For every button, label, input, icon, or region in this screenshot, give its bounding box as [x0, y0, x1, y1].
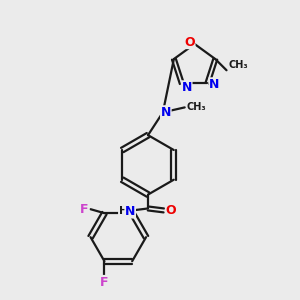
- Text: O: O: [166, 204, 176, 217]
- Text: N: N: [182, 81, 192, 94]
- Text: N: N: [161, 106, 171, 119]
- Text: CH₃: CH₃: [229, 60, 248, 70]
- Text: F: F: [100, 275, 109, 289]
- Text: H: H: [118, 206, 128, 216]
- Text: CH₃: CH₃: [187, 102, 206, 112]
- Text: O: O: [184, 35, 195, 49]
- Text: F: F: [80, 203, 89, 216]
- Text: N: N: [125, 205, 135, 218]
- Text: N: N: [209, 78, 220, 91]
